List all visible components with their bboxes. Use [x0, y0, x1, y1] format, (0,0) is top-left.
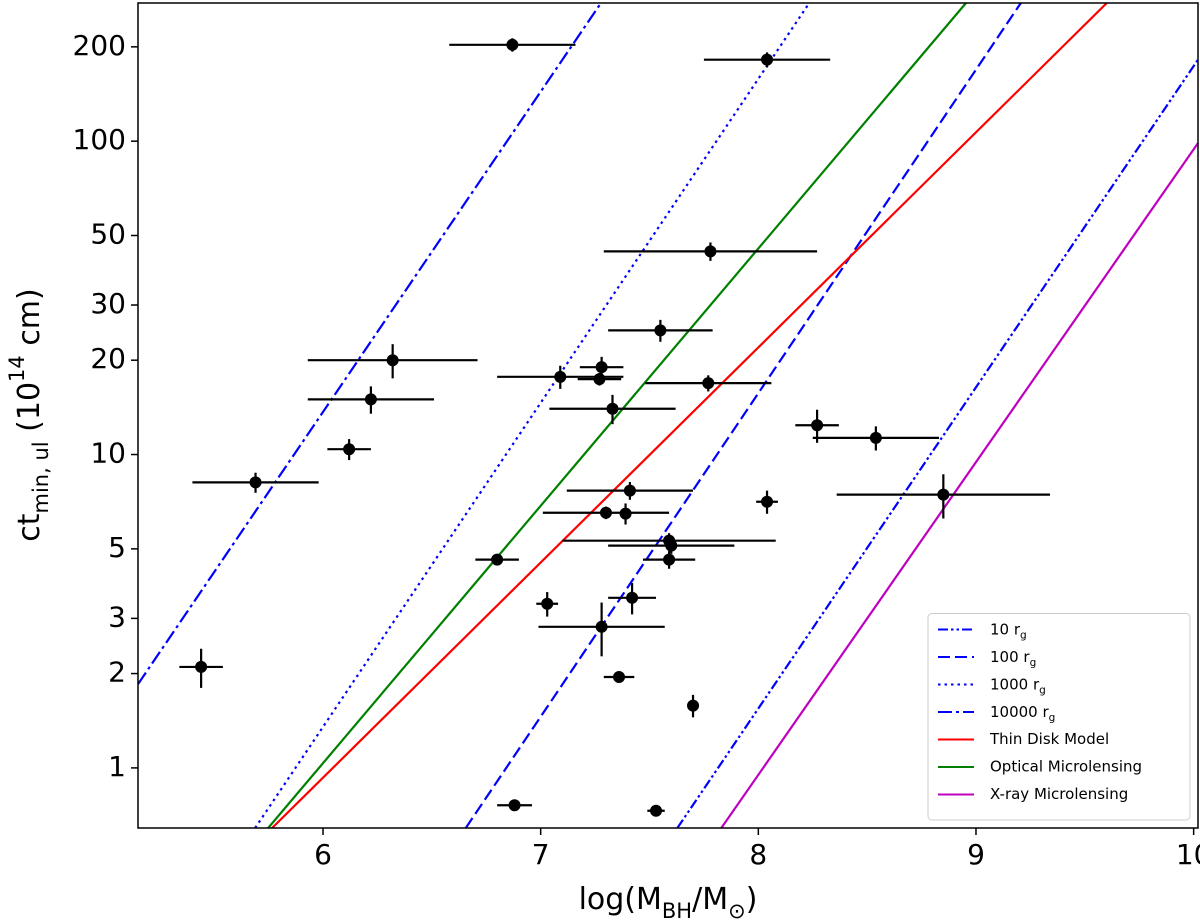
data-point: [364, 393, 377, 406]
data-point: [606, 402, 619, 415]
y-tick-label: 2: [108, 656, 126, 689]
legend-label: 10 rg: [990, 620, 1027, 642]
data-point: [626, 591, 639, 604]
data-point: [663, 553, 676, 566]
model-line: [676, 59, 1198, 828]
data-point: [665, 539, 678, 552]
data-point: [541, 597, 554, 610]
y-axis-label: ctmin, ul (1014 cm): [5, 288, 53, 542]
x-tick-label: 9: [967, 838, 985, 871]
data-point: [195, 660, 208, 673]
legend-label: 1000 rg: [990, 675, 1046, 697]
legend-label: 10000 rg: [990, 703, 1055, 725]
y-tick-label: 200: [73, 29, 126, 62]
data-point: [491, 553, 504, 566]
data-point: [508, 799, 521, 812]
data-point: [613, 671, 626, 684]
y-tick-label: 1: [108, 750, 126, 783]
x-axis-label: log(MBH/M⊙): [579, 882, 758, 923]
data-point: [650, 804, 663, 817]
data-point: [619, 507, 632, 520]
data-point: [687, 699, 700, 712]
data-point: [937, 488, 950, 501]
legend-label: Optical Microlensing: [990, 758, 1142, 776]
legend-label: X-ray Microlensing: [990, 785, 1128, 803]
point-layer: [179, 38, 1050, 817]
model-line: [464, 3, 1022, 828]
model-line: [271, 3, 1108, 828]
data-point: [506, 38, 519, 51]
line-layer: [138, 3, 1198, 828]
data-point: [249, 476, 262, 489]
data-point: [343, 443, 356, 456]
data-point: [593, 373, 606, 386]
y-tick-label: 5: [108, 531, 126, 564]
x-tick-label: 10: [1176, 838, 1200, 871]
y-tick-label: 10: [90, 437, 126, 470]
model-line: [267, 3, 967, 828]
data-point: [761, 495, 774, 508]
x-tick-label: 7: [532, 838, 550, 871]
x-tick-label: 6: [314, 838, 332, 871]
data-point: [623, 484, 636, 497]
legend-label: Thin Disk Model: [989, 730, 1109, 748]
model-line: [254, 3, 811, 828]
plot-frame: [137, 2, 1199, 829]
data-point: [386, 354, 399, 367]
legend-box: [927, 613, 1191, 821]
x-tick-label: 8: [749, 838, 767, 871]
y-tick-label: 20: [90, 342, 126, 375]
data-point: [654, 324, 667, 337]
legend-label: 100 rg: [990, 648, 1036, 670]
data-point: [761, 53, 774, 66]
data-point: [595, 620, 608, 633]
data-point: [811, 419, 824, 432]
y-tick-label: 30: [90, 287, 126, 320]
model-line: [720, 142, 1198, 828]
data-point: [702, 377, 715, 390]
data-point: [869, 431, 882, 444]
y-tick-label: 100: [73, 123, 126, 156]
y-tick-label: 50: [90, 217, 126, 250]
data-point: [704, 245, 717, 258]
y-tick-label: 3: [108, 600, 126, 633]
data-point: [599, 506, 612, 519]
model-line: [138, 3, 602, 685]
data-point: [595, 361, 608, 374]
data-point: [554, 370, 567, 383]
